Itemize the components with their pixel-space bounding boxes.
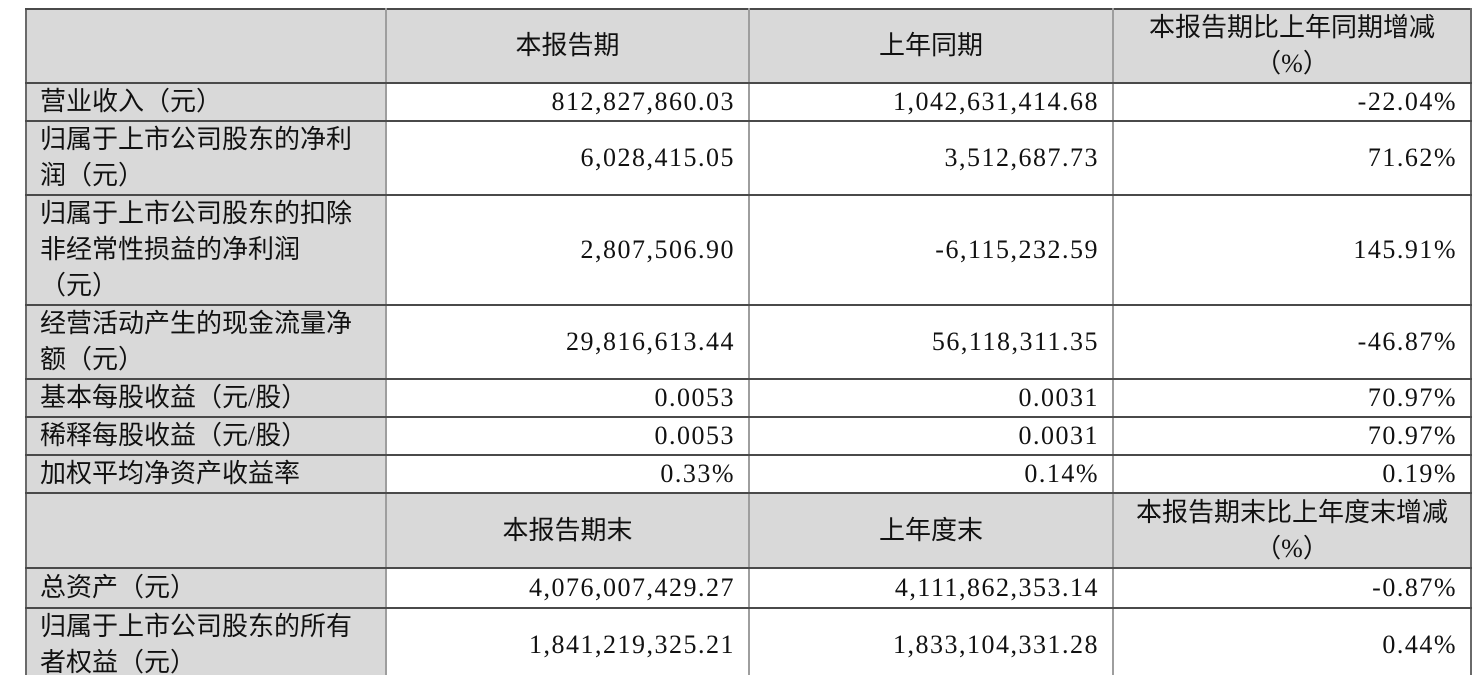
current-period-value: 1,841,219,325.21 [385, 607, 750, 675]
row-label: 归属于上市公司股东的所有者权益（元） [25, 607, 387, 675]
table-row-total-assets: 总资产（元） 4,076,007,429.27 4,111,862,353.14… [25, 567, 1472, 609]
period-header-row: 本报告期 上年同期 本报告期比上年同期增减 （%） [25, 8, 1472, 84]
header-period-change-line1: 本报告期比上年同期增减 [1148, 13, 1435, 42]
key-financials-table: 本报告期 上年同期 本报告期比上年同期增减 （%） 营业收入（元） 812,82… [25, 8, 1472, 675]
current-period-value: 29,816,613.44 [385, 304, 750, 380]
current-period-value: 4,076,007,429.27 [385, 567, 750, 609]
table-row-revenue: 营业收入（元） 812,827,860.03 1,042,631,414.68 … [25, 82, 1472, 122]
table-row-shareholders-equity: 归属于上市公司股东的所有者权益（元） 1,841,219,325.21 1,83… [25, 607, 1472, 675]
table-row-weighted-avg-roe: 加权平均净资产收益率 0.33% 0.14% 0.19% [25, 454, 1472, 494]
current-period-value: 0.33% [385, 454, 750, 494]
header-empty-cell [25, 492, 387, 569]
table-row-net-profit-excl-nonrecurring: 归属于上市公司股东的扣除非经常性损益的净利润（元） 2,807,506.90 -… [25, 194, 1472, 306]
header-period-end-change: 本报告期末比上年度末增减 （%） [1112, 492, 1472, 569]
header-prior-year-end: 上年度末 [748, 492, 1114, 569]
change-value: 70.97% [1112, 416, 1472, 456]
prior-period-value: 0.0031 [748, 416, 1114, 456]
header-current-period-end: 本报告期末 [385, 492, 750, 569]
header-period-end-change-line2: （%） [1255, 533, 1329, 563]
change-value: 70.97% [1112, 378, 1472, 418]
change-value: -46.87% [1112, 304, 1472, 380]
current-period-value: 0.0053 [385, 378, 750, 418]
prior-period-value: 4,111,862,353.14 [748, 567, 1114, 609]
header-prior-period: 上年同期 [748, 8, 1114, 84]
row-label: 营业收入（元） [25, 82, 387, 122]
table-row-net-profit: 归属于上市公司股东的净利润（元） 6,028,415.05 3,512,687.… [25, 120, 1472, 196]
change-value: 0.19% [1112, 454, 1472, 494]
header-period-change-line2: （%） [1255, 49, 1329, 78]
current-period-value: 812,827,860.03 [385, 82, 750, 122]
prior-period-value: -6,115,232.59 [748, 194, 1114, 306]
row-label: 稀释每股收益（元/股） [25, 416, 387, 456]
prior-period-value: 1,833,104,331.28 [748, 607, 1114, 675]
table-row-basic-eps: 基本每股收益（元/股） 0.0053 0.0031 70.97% [25, 378, 1472, 418]
row-label: 经营活动产生的现金流量净额（元） [25, 304, 387, 380]
table-row-operating-cash-flow: 经营活动产生的现金流量净额（元） 29,816,613.44 56,118,31… [25, 304, 1472, 380]
header-period-end-change-line1: 本报告期末比上年度末增减 [1135, 497, 1448, 527]
header-current-period: 本报告期 [385, 8, 750, 84]
change-value: 71.62% [1112, 120, 1472, 196]
prior-period-value: 1,042,631,414.68 [748, 82, 1114, 122]
prior-period-value: 0.14% [748, 454, 1114, 494]
change-value: -0.87% [1112, 567, 1472, 609]
current-period-value: 0.0053 [385, 416, 750, 456]
row-label: 归属于上市公司股东的净利润（元） [25, 120, 387, 196]
prior-period-value: 56,118,311.35 [748, 304, 1114, 380]
current-period-value: 6,028,415.05 [385, 120, 750, 196]
row-label: 总资产（元） [25, 567, 387, 609]
change-value: 0.44% [1112, 607, 1472, 675]
header-empty-cell [25, 8, 387, 84]
prior-period-value: 3,512,687.73 [748, 120, 1114, 196]
change-value: -22.04% [1112, 82, 1472, 122]
current-period-value: 2,807,506.90 [385, 194, 750, 306]
row-label: 加权平均净资产收益率 [25, 454, 387, 494]
row-label: 归属于上市公司股东的扣除非经常性损益的净利润（元） [25, 194, 387, 306]
period-end-header-row: 本报告期末 上年度末 本报告期末比上年度末增减 （%） [25, 492, 1472, 569]
row-label: 基本每股收益（元/股） [25, 378, 387, 418]
table-row-diluted-eps: 稀释每股收益（元/股） 0.0053 0.0031 70.97% [25, 416, 1472, 456]
header-period-change: 本报告期比上年同期增减 （%） [1112, 8, 1472, 84]
prior-period-value: 0.0031 [748, 378, 1114, 418]
change-value: 145.91% [1112, 194, 1472, 306]
